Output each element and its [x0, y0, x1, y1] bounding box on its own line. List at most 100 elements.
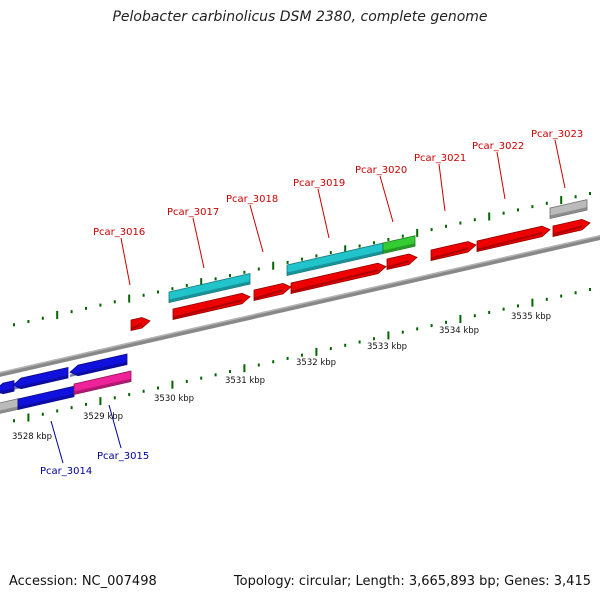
lower-tick-minor — [445, 320, 447, 324]
upper-tick-minor — [70, 310, 73, 314]
gene-pcar-3017[interactable] — [172, 292, 251, 321]
upper-tick-minor — [545, 201, 548, 205]
lower-tick-minor — [229, 370, 231, 374]
lower-tick-minor — [589, 287, 591, 291]
lower-tick-minor — [358, 340, 361, 344]
upper-tick-minor — [157, 290, 159, 294]
lower-tick-minor — [488, 310, 491, 314]
gene-label-forward[interactable]: Pcar_3016 — [93, 227, 145, 238]
leader-line — [192, 217, 205, 269]
upper-tick-major — [56, 310, 59, 319]
upper-tick-minor — [502, 211, 505, 215]
gene-pcar-3018-shade — [254, 289, 283, 300]
gene-reverse-a[interactable] — [0, 380, 15, 395]
gene-pcar-3019[interactable] — [290, 262, 387, 295]
lower-tick-minor — [56, 409, 59, 413]
rna-feature-1[interactable] — [168, 273, 251, 304]
upper-tick-minor — [171, 287, 174, 291]
scale-label: 3535 kbp — [511, 312, 551, 322]
gene-pcar-3015[interactable] — [73, 370, 132, 396]
lower-tick-minor — [301, 353, 303, 357]
upper-tick-minor — [531, 205, 534, 209]
lower-tick-minor — [70, 406, 73, 410]
page-title: Pelobacter carbinolicus DSM 2380, comple… — [112, 9, 488, 25]
lower-tick-minor — [142, 389, 145, 393]
leader-line — [50, 420, 64, 464]
upper-tick-minor — [401, 234, 404, 238]
gene-label-forward[interactable]: Pcar_3023 — [531, 129, 583, 140]
lower-tick-major — [315, 347, 318, 356]
gene-reverse-b[interactable] — [12, 366, 69, 390]
upper-tick-minor — [473, 218, 476, 222]
gene-label-forward[interactable]: Pcar_3017 — [167, 207, 219, 218]
upper-tick-minor — [243, 270, 246, 274]
gene-pcar-3023-shade — [553, 225, 582, 236]
gene-pcar-3021[interactable] — [430, 241, 477, 262]
lower-tick-minor — [41, 412, 44, 416]
gene-pcar-3014-shade — [18, 393, 74, 409]
scale-label: 3534 kbp — [439, 326, 479, 336]
gene-label-forward[interactable]: Pcar_3022 — [472, 141, 524, 152]
upper-tick-major — [344, 245, 347, 254]
lower-tick-major — [459, 315, 462, 324]
gene-label-forward[interactable]: Pcar_3021 — [414, 153, 466, 164]
gene-label-reverse[interactable]: Pcar_3015 — [97, 451, 149, 462]
upper-tick-minor — [257, 267, 260, 271]
gene-label-reverse[interactable]: Pcar_3014 — [40, 466, 92, 477]
upper-tick-minor — [459, 221, 462, 225]
pseudo-feature-gray[interactable] — [549, 199, 588, 220]
leader-line — [249, 204, 264, 253]
lower-tick-minor — [113, 396, 116, 400]
leader-line — [496, 151, 506, 200]
upper-tick-minor — [517, 208, 519, 212]
gene-label-forward[interactable]: Pcar_3019 — [293, 178, 345, 189]
leader-line — [108, 404, 122, 449]
gene-pcar-3016[interactable] — [130, 317, 151, 332]
scale-label: 3533 kbp — [367, 342, 407, 352]
upper-tick-minor — [41, 316, 44, 320]
lower-tick-minor — [85, 402, 87, 406]
upper-tick-minor — [445, 224, 447, 228]
gene-label-forward[interactable]: Pcar_3020 — [355, 165, 407, 176]
upper-tick-major — [560, 196, 563, 205]
pseudo-reverse-gray[interactable] — [0, 398, 19, 415]
lower-tick-major — [531, 298, 534, 307]
lower-tick-minor — [560, 294, 563, 298]
lower-tick-minor — [473, 314, 476, 318]
gene-pcar-3023[interactable] — [552, 218, 591, 238]
misc-feature-green-shade — [383, 243, 415, 253]
label-leaders — [50, 139, 566, 464]
lower-tick-minor — [157, 386, 159, 390]
genome-backbone — [0, 235, 600, 377]
gene-pcar-3019-shade — [291, 268, 378, 293]
gene-reverse-b-shade — [13, 375, 68, 390]
lower-tick-minor — [286, 356, 289, 360]
leader-line — [438, 163, 446, 212]
scale-label: 3528 kbp — [12, 432, 52, 442]
gene-labels: Pcar_3016 Pcar_3017 Pcar_3018 Pcar_3019 Pcar… — [40, 129, 583, 477]
upper-tick-major — [272, 261, 275, 270]
upper-tick-minor — [13, 323, 15, 327]
gene-pcar-3014[interactable] — [17, 385, 75, 411]
gene-pcar-3021-shade — [431, 247, 468, 260]
gene-label-forward[interactable]: Pcar_3018 — [226, 194, 278, 205]
gene-pcar-3018[interactable] — [253, 282, 292, 302]
backbone-highlight — [0, 235, 600, 374]
upper-tick-minor — [589, 191, 591, 195]
lower-tick-minor — [272, 360, 275, 364]
misc-feature-green[interactable] — [382, 235, 416, 255]
lower-tick-major — [99, 397, 102, 406]
upper-tick-minor — [358, 244, 361, 248]
lower-tick-minor — [401, 330, 404, 334]
upper-tick-major — [128, 294, 131, 303]
gene-reverse-c[interactable] — [69, 353, 128, 377]
scale-label: 3532 kbp — [296, 358, 336, 368]
lower-tick-major — [27, 413, 30, 422]
gene-pcar-3020[interactable] — [386, 253, 418, 271]
lower-tick-minor — [257, 363, 260, 367]
upper-tick-minor — [142, 293, 145, 297]
gene-features[interactable] — [0, 199, 591, 415]
gene-pcar-3022[interactable] — [476, 225, 551, 253]
lower-tick-minor — [545, 297, 548, 301]
